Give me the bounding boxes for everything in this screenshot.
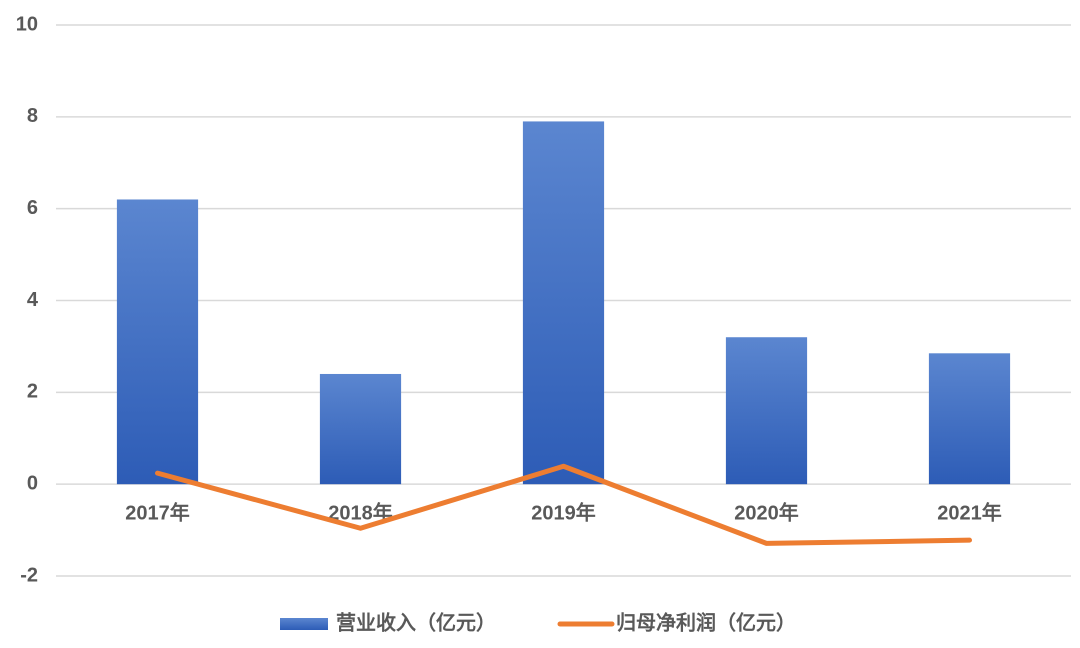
legend-label: 营业收入（亿元） — [336, 610, 496, 634]
bar — [319, 373, 402, 485]
legend: 营业收入（亿元） 归母净利润（亿元） — [280, 610, 796, 634]
y-tick-label: -2 — [20, 564, 38, 586]
bars — [116, 121, 1011, 485]
labels: 2017年 2018年 2019年 2020年 2021年 — [125, 500, 1002, 524]
y-tick-label: 8 — [27, 105, 38, 127]
x-tick-label: 2019年 — [531, 500, 596, 524]
bar — [116, 199, 199, 485]
x-tick-label: 2017年 — [125, 500, 190, 524]
y-tick-label: 10 — [16, 13, 38, 35]
bar — [928, 353, 1011, 485]
y-tick-label: 2 — [27, 381, 38, 403]
bar — [725, 337, 808, 485]
y-tick-label: 0 — [27, 472, 38, 494]
grid: -2 0 2 4 6 8 10 — [16, 13, 1071, 586]
y-tick-label: 4 — [27, 289, 39, 311]
y-tick-label: 6 — [27, 197, 38, 219]
bar — [522, 121, 605, 485]
lines — [155, 463, 972, 546]
legend-label: 归母净利润（亿元） — [616, 610, 796, 634]
line — [155, 463, 972, 546]
legend-swatch — [280, 618, 328, 630]
x-tick-label: 2021年 — [937, 500, 1002, 524]
x-tick-label: 2020年 — [734, 500, 799, 524]
